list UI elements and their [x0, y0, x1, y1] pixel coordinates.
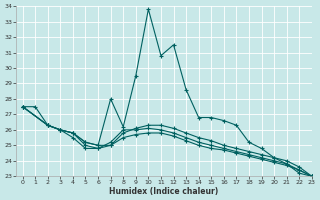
X-axis label: Humidex (Indice chaleur): Humidex (Indice chaleur): [109, 187, 219, 196]
